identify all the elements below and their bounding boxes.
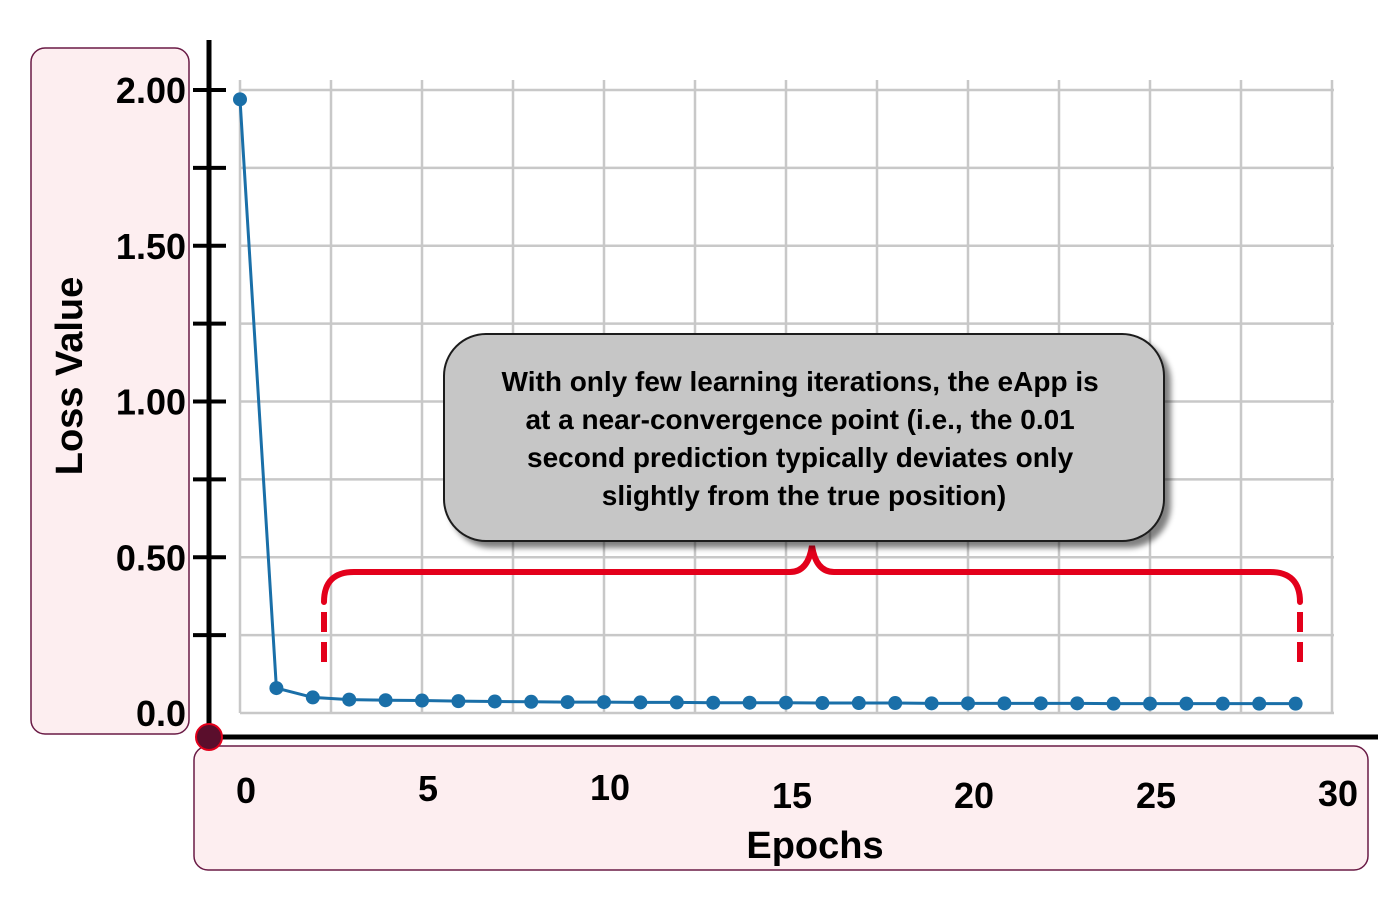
data-point: [597, 695, 611, 710]
data-point: [1106, 696, 1121, 711]
x-tick-label: 0: [236, 770, 256, 811]
data-point: [487, 694, 502, 709]
data-point: [815, 696, 830, 711]
y-tick-label: 0.50: [116, 537, 186, 578]
data-point: [451, 694, 466, 709]
y-axis-label: Loss Value: [49, 277, 91, 476]
annotation-callout: With only few learning iterations, the e…: [443, 333, 1165, 542]
data-point: [742, 695, 757, 710]
data-point: [888, 696, 903, 711]
data-point: [851, 696, 866, 711]
data-point: [961, 696, 975, 711]
y-tick-label: 2.00: [116, 70, 186, 111]
x-tick-label: 25: [1136, 775, 1176, 816]
x-tick-labels: 0 5 10 15 20 25 30: [236, 767, 1358, 816]
data-point: [378, 693, 393, 708]
y-tick-label: 1.50: [116, 226, 186, 267]
series-layer: [233, 92, 1303, 711]
callout-text: With only few learning iterations, the e…: [502, 366, 1107, 511]
callout-line: slightly from the true position): [602, 480, 1006, 511]
data-point: [1070, 696, 1085, 711]
callout-line: at a near-convergence point (i.e., the 0…: [525, 404, 1074, 435]
x-tick-label: 30: [1318, 773, 1358, 814]
data-point: [1033, 696, 1048, 711]
y-tick-label: 1.00: [116, 382, 186, 423]
data-point: [779, 695, 793, 710]
x-tick-label: 10: [590, 767, 630, 808]
data-point: [269, 681, 284, 696]
callout-line: With only few learning iterations, the e…: [502, 366, 1099, 397]
data-point: [633, 695, 648, 710]
data-point: [233, 92, 247, 107]
y-tick-labels: 0.0 0.50 1.00 1.50 2.00: [116, 70, 186, 734]
data-point: [1215, 696, 1230, 711]
origin-marker: [195, 723, 223, 751]
callout-line: second prediction typically deviates onl…: [527, 442, 1074, 473]
data-point: [305, 690, 320, 705]
data-point: [1179, 696, 1194, 711]
data-point: [415, 693, 429, 708]
x-tick-label: 15: [772, 775, 812, 816]
data-point: [1288, 696, 1303, 711]
data-point: [924, 696, 939, 711]
data-point: [524, 694, 539, 709]
data-point: [342, 692, 357, 707]
data-point: [1252, 696, 1267, 711]
data-point: [560, 695, 575, 710]
data-point: [1143, 696, 1157, 711]
data-point: [997, 696, 1012, 711]
x-tick-label: 20: [954, 775, 994, 816]
x-tick-label: 5: [418, 768, 438, 809]
x-axis-panel: [193, 745, 1369, 871]
callout-box: [443, 333, 1165, 542]
bracket-path: [321, 545, 1303, 605]
y-axis-panel: [30, 47, 190, 735]
data-point: [669, 695, 684, 710]
y-tick-label: 0.0: [136, 693, 186, 734]
x-axis-label: Epochs: [746, 825, 883, 867]
annotation-bracket: [321, 545, 1303, 672]
data-point: [706, 695, 721, 710]
